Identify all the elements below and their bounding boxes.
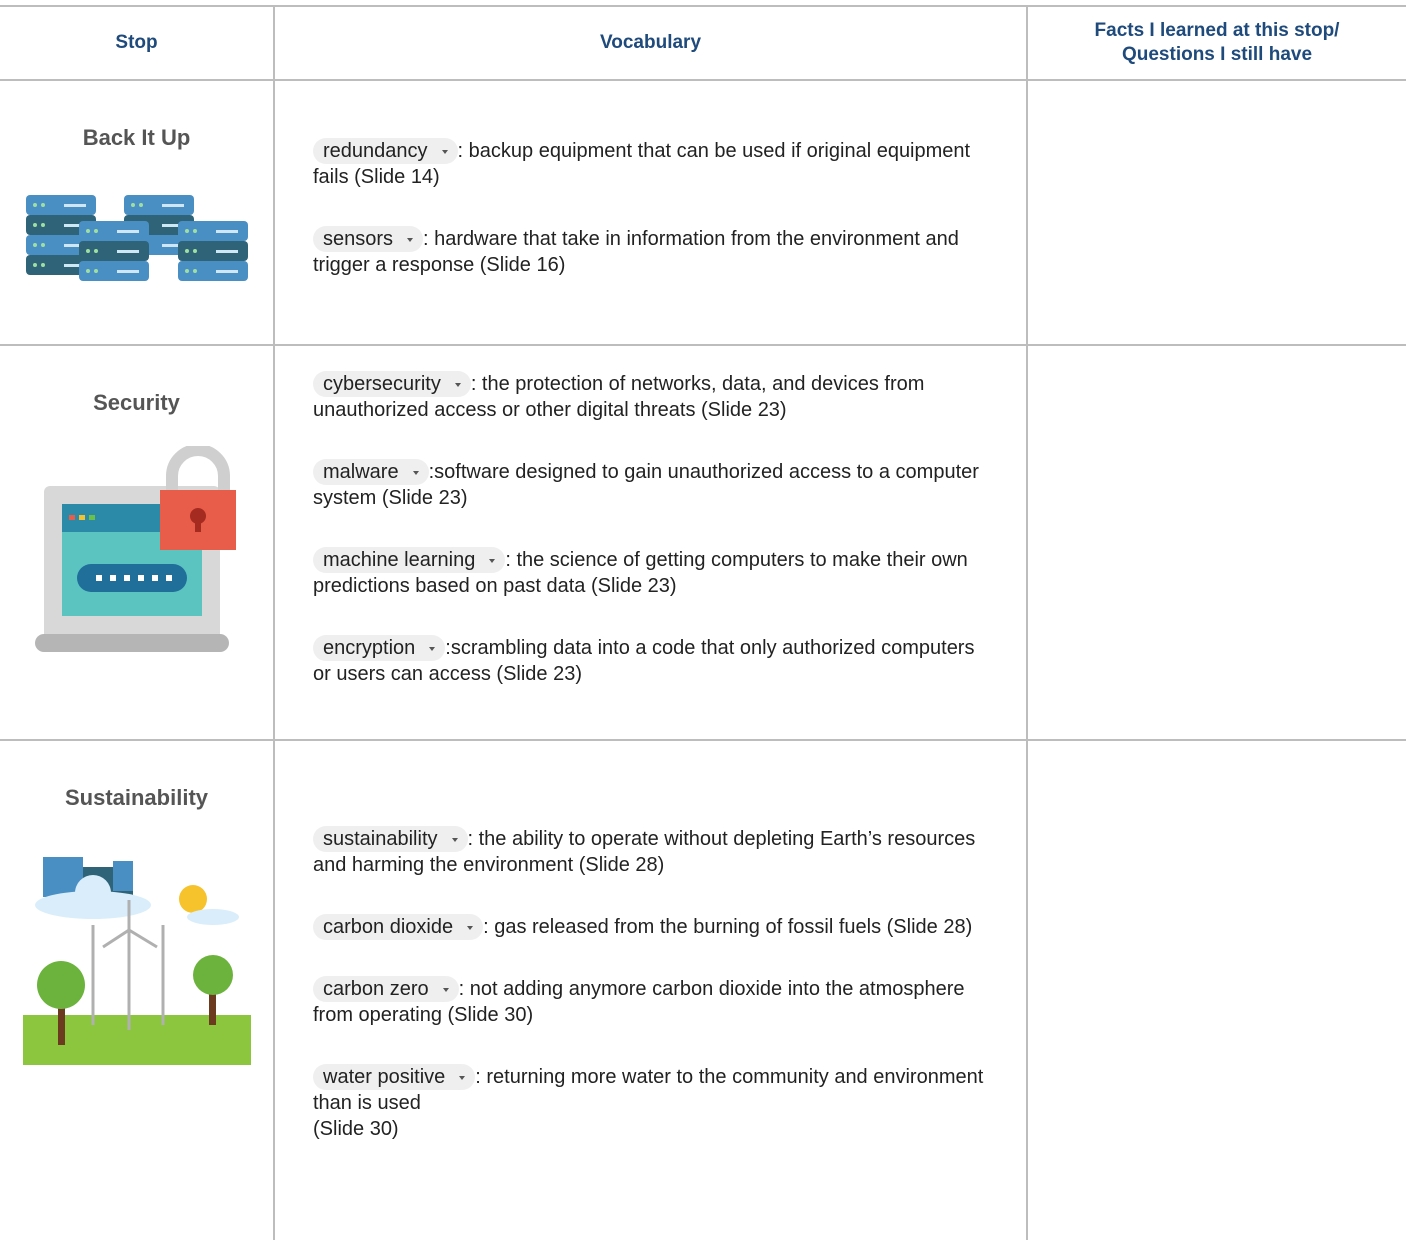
vocab-item: carbon dioxide: gas released from the bu… — [313, 914, 996, 940]
definition: : the ability to operate without depleti… — [313, 828, 976, 876]
stop-cell: Security — [0, 344, 275, 741]
vocab-item: carbon zero: not adding anymore carbon d… — [313, 976, 996, 1028]
term-chip[interactable]: water positive — [313, 1064, 476, 1090]
security-icon — [34, 446, 236, 652]
table-row: Sustainability sustainability: the abili… — [0, 739, 1406, 1240]
term-chip[interactable]: malware — [313, 459, 429, 485]
definition: : the protection of networks, data, and … — [313, 373, 925, 421]
vocab-item: sustainability: the ability to operate w… — [313, 826, 996, 878]
table-row: Security cybersecurity: the protection o… — [0, 344, 1406, 741]
column-header: Facts I learned at this stop/ Questions … — [1026, 5, 1406, 81]
vocab-cell: redundancy: backup equipment that can be… — [273, 79, 1028, 346]
vocab-item: water positive: returning more water to … — [313, 1064, 996, 1142]
notes-cell — [1026, 344, 1406, 741]
vocab-item: encryption:scrambling data into a code t… — [313, 635, 996, 687]
vocab-item: cybersecurity: the protection of network… — [313, 371, 996, 423]
definition: : gas released from the burning of fossi… — [483, 916, 973, 938]
vocab-cell: cybersecurity: the protection of network… — [273, 344, 1028, 741]
definition: : not adding anymore carbon dioxide into… — [313, 978, 965, 1026]
definition: : returning more water to the community … — [313, 1066, 984, 1140]
term-chip[interactable]: encryption — [313, 635, 446, 661]
vocab-item: machine learning: the science of getting… — [313, 547, 996, 599]
definition: :software designed to gain unauthorized … — [313, 461, 979, 509]
definition: : backup equipment that can be used if o… — [313, 140, 971, 188]
notes-cell — [1026, 739, 1406, 1240]
vocab-item: redundancy: backup equipment that can be… — [313, 138, 996, 190]
stop-name: Sustainability — [64, 785, 209, 810]
stop-cell: Back It Up — [0, 79, 275, 346]
notes-cell — [1026, 79, 1406, 346]
vocab-cell: sustainability: the ability to operate w… — [273, 739, 1028, 1240]
term-chip[interactable]: machine learning — [313, 547, 506, 573]
term-chip[interactable]: carbon zero — [313, 976, 459, 1002]
definition: :scrambling data into a code that only a… — [313, 637, 975, 685]
stop-name: Back It Up — [82, 125, 191, 150]
stop-name: Security — [93, 390, 180, 415]
table-row: Back It Up redundancy: backup equipment … — [0, 79, 1406, 346]
vocab-item: malware:software designed to gain unauth… — [313, 459, 996, 511]
definition: : hardware that take in information from… — [313, 228, 959, 276]
sustainability-icon — [22, 857, 251, 1065]
column-header: Stop — [0, 5, 275, 81]
term-chip[interactable]: redundancy — [313, 138, 458, 164]
definition: : the science of getting computers to ma… — [313, 549, 968, 597]
header-row: Stop Vocabulary Facts I learned at this … — [0, 5, 1406, 81]
server-icon — [25, 195, 248, 281]
term-chip[interactable]: sustainability — [313, 826, 468, 852]
column-header: Vocabulary — [273, 5, 1028, 81]
term-chip[interactable]: cybersecurity — [313, 371, 471, 397]
vocab-table: Stop Vocabulary Facts I learned at this … — [0, 5, 1406, 1240]
term-chip[interactable]: carbon dioxide — [313, 914, 484, 940]
vocab-item: sensors: hardware that take in informati… — [313, 226, 996, 278]
term-chip[interactable]: sensors — [313, 226, 424, 252]
stop-cell: Sustainability — [0, 739, 275, 1240]
